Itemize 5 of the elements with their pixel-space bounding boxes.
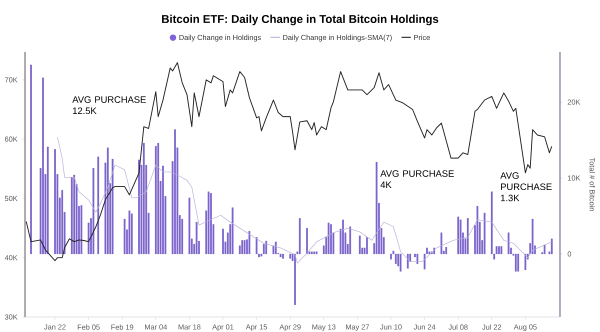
line-series <box>57 136 552 264</box>
chart-title: Bitcoin ETF: Daily Change in Total Bitcoin Holdings <box>162 14 438 26</box>
annotation: AVG PURCHASE 1.3K <box>500 172 552 202</box>
annotation: AVG PURCHASE 4K <box>380 170 454 188</box>
annotation: AVG PURCHASE 12.5K <box>72 96 146 114</box>
